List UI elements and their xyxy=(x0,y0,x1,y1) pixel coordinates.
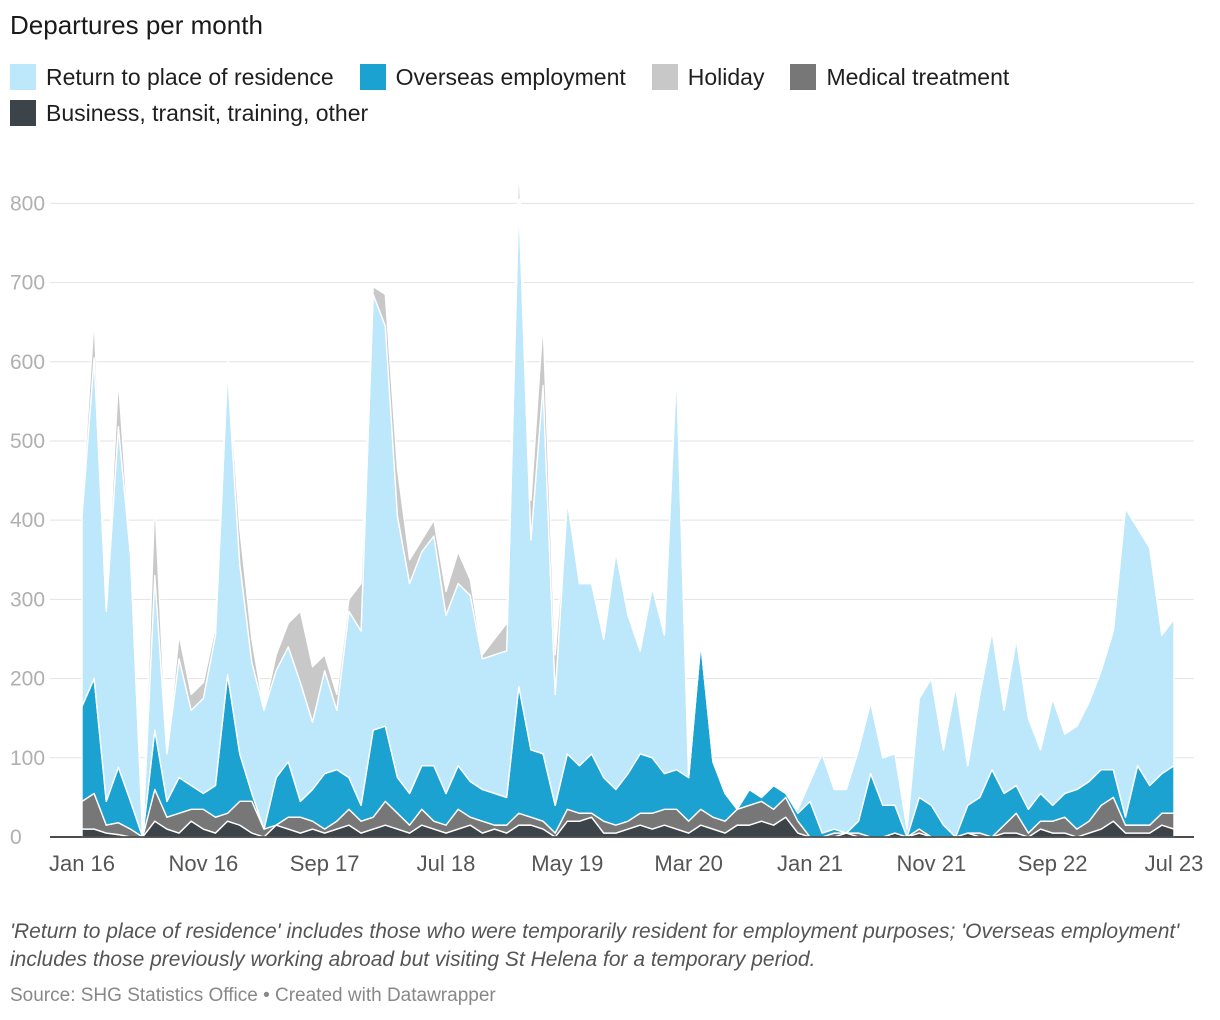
x-tick-label-jan-16: Jan 16 xyxy=(49,851,115,876)
legend-item-return-residence: Return to place of residence xyxy=(10,62,334,92)
legend-label-medical-treatment: Medical treatment xyxy=(826,63,1010,90)
y-tick-label-200: 200 xyxy=(10,668,45,691)
y-tick-label-100: 100 xyxy=(10,747,45,770)
legend-item-medical-treatment: Medical treatment xyxy=(790,62,1009,92)
y-tick-label-500: 500 xyxy=(10,430,45,453)
x-tick-label-jan-21: Jan 21 xyxy=(777,851,843,876)
legend-label-holiday: Holiday xyxy=(687,63,765,90)
legend-swatch-return-residence xyxy=(10,64,36,90)
x-tick-label-sep-22: Sep 22 xyxy=(1018,851,1088,876)
x-tick-label-mar-20: Mar 20 xyxy=(654,851,722,876)
legend: Return to place of residence Overseas em… xyxy=(10,62,1190,128)
stacked-area-chart: 0 100 200 300 400 500 600 700 800 Jan 16 Nov 16 Sep… xyxy=(10,159,1203,876)
x-tick-label-nov-16: Nov 16 xyxy=(168,851,238,876)
legend-label-return-residence: Return to place of residence xyxy=(46,63,334,90)
legend-label-business-other: Business, transit, training, other xyxy=(46,99,369,126)
legend-label-overseas-employment: Overseas employment xyxy=(395,63,626,90)
y-tick-label-300: 300 xyxy=(10,588,45,611)
chart-source: Source: SHG Statistics Office • Created … xyxy=(10,985,496,1006)
x-tick-label-jul-18: Jul 18 xyxy=(417,851,476,876)
legend-item-business-other: Business, transit, training, other xyxy=(10,98,368,128)
x-tick-label-sep-17: Sep 17 xyxy=(290,851,360,876)
y-tick-label-0: 0 xyxy=(10,826,22,849)
legend-item-holiday: Holiday xyxy=(651,62,765,92)
legend-swatch-business-other xyxy=(10,100,36,126)
legend-swatch-overseas-employment xyxy=(359,64,386,90)
x-tick-label-nov-21: Nov 21 xyxy=(896,851,966,876)
area-holiday xyxy=(81,159,1175,838)
y-tick-label-400: 400 xyxy=(10,509,45,532)
legend-item-overseas-employment: Overseas employment xyxy=(359,62,626,92)
legend-swatch-holiday xyxy=(651,64,678,90)
x-tick-label-jul-23: Jul 23 xyxy=(1145,851,1204,876)
x-tick-label-may-19: May 19 xyxy=(531,851,603,876)
axes: 0 100 200 300 400 500 600 700 800 Jan 16 Nov 16 Sep… xyxy=(10,192,1203,876)
legend-swatch-medical-treatment xyxy=(790,64,817,90)
y-tick-label-700: 700 xyxy=(10,272,45,295)
y-tick-label-800: 800 xyxy=(10,192,45,215)
area-series xyxy=(81,159,1175,838)
chart-title: Departures per month xyxy=(10,10,263,40)
area-return-to-place-of-residence xyxy=(81,198,1175,838)
y-tick-label-600: 600 xyxy=(10,351,45,374)
chart-note: 'Return to place of residence' includes … xyxy=(10,920,1180,971)
